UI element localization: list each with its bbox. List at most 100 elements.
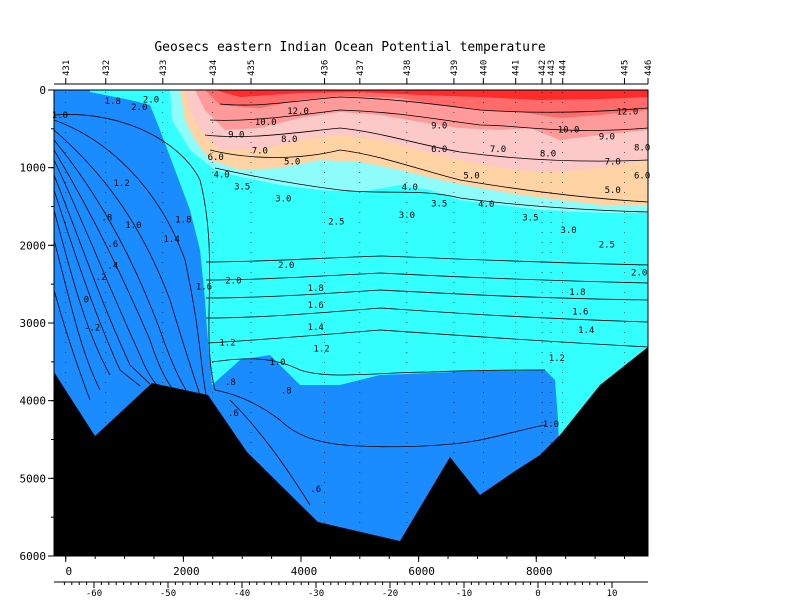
contour-line [214, 389, 546, 448]
x-tick-label: 4000 [291, 565, 318, 578]
station-label: 443 [547, 60, 557, 76]
contour-label: .6 [107, 240, 118, 250]
contour-label: -.2 [84, 324, 100, 334]
contour-label: 12.0 [287, 107, 309, 117]
contour-line [204, 127, 648, 162]
contour-label: 1.8 [175, 216, 191, 226]
contour-label: 1.2 [114, 179, 130, 189]
contour-line [54, 174, 151, 385]
station-label: 432 [102, 60, 112, 76]
contour-line [209, 149, 648, 203]
latitude-tick-label: -60 [86, 589, 102, 599]
y-tick-label: 4000 [20, 395, 47, 408]
y-tick-label: 3000 [20, 317, 47, 330]
contour-line [54, 149, 173, 389]
contour-label: 3.0 [560, 226, 576, 236]
contour-label: 1.6 [196, 282, 212, 292]
contour-label: .8 [281, 387, 292, 397]
contour-label: 5.0 [463, 171, 479, 181]
contour-line [54, 139, 187, 391]
contour-label: 2.0 [143, 95, 159, 105]
station-label: 436 [321, 60, 331, 76]
contour-label: .6 [228, 409, 239, 419]
x-tick-label: 2000 [173, 565, 200, 578]
contour-label: 1.4 [578, 326, 594, 336]
contour-line [54, 239, 101, 391]
latitude-tick-label: 10 [607, 589, 618, 599]
contour-label: 1.0 [269, 358, 285, 368]
contour-label: .4 [107, 262, 118, 272]
contour-label: 10.0 [558, 126, 580, 136]
contour-label: 6.0 [431, 145, 447, 155]
chart-title: Geosecs eastern Indian Ocean Potential t… [154, 40, 546, 55]
contour-label: .8 [225, 378, 236, 388]
contour-label: 1.2 [313, 345, 329, 355]
x-tick-label: 8000 [526, 565, 553, 578]
contour-label: 1.8 [569, 288, 585, 298]
contour-lines [54, 96, 648, 506]
contour-label: 2.0 [278, 261, 294, 271]
contour-label: 0 [84, 296, 89, 306]
station-label: 442 [538, 60, 548, 76]
contour-label: 1.4 [308, 323, 324, 333]
contour-line [214, 167, 648, 213]
contour-label: 6.0 [634, 171, 650, 181]
contour-line [54, 159, 159, 387]
contour-label: 1.8 [308, 284, 324, 294]
contour-label: 3.0 [275, 195, 291, 205]
x-tick-label: 0 [65, 565, 72, 578]
contour-label: 3.0 [399, 211, 415, 221]
contour-line [54, 129, 201, 396]
contour-line [54, 209, 111, 376]
contour-label: 6.0 [208, 153, 224, 163]
band-red [215, 90, 648, 100]
contour-label: 9.0 [599, 133, 615, 143]
contour-label: 1.2 [549, 354, 565, 364]
contour-label: 7.0 [490, 145, 506, 155]
contour-label: 3.5 [234, 182, 250, 192]
contour-label: 5.0 [284, 157, 300, 167]
contour-label: 1.8 [105, 97, 121, 107]
contour-line [209, 109, 648, 131]
contour-label: 5.0 [605, 186, 621, 196]
contour-label: 1.2 [219, 338, 235, 348]
contour-label: 2.0 [631, 269, 647, 279]
contour-label: .8 [102, 213, 113, 223]
color-bands [54, 90, 648, 556]
contour-label: 4.0 [213, 171, 229, 181]
station-label: 435 [247, 60, 257, 76]
contour-label: 2.0 [225, 276, 241, 286]
station-label: 438 [403, 60, 413, 76]
station-label: 439 [450, 60, 460, 76]
contour-label: 7.0 [605, 157, 621, 167]
latitude-tick-label: -30 [308, 589, 324, 599]
station-label: 433 [159, 60, 169, 76]
y-tick-label: 1000 [20, 162, 47, 175]
y-tick-label: 2000 [20, 239, 47, 252]
seafloor-topography [54, 347, 648, 556]
contour-label: 1.0 [543, 420, 559, 430]
contour-label: 4.0 [402, 183, 418, 193]
contour-line [219, 96, 648, 113]
contour-label: 8.0 [634, 143, 650, 153]
contour-line [205, 289, 648, 301]
station-label: 434 [209, 60, 219, 76]
contour-label: 3.5 [522, 213, 538, 223]
contour-label: 1.0 [52, 111, 68, 121]
station-label: 445 [620, 60, 630, 76]
contour-line [229, 399, 311, 506]
latitude-tick-label: -50 [160, 589, 176, 599]
station-label: 441 [512, 60, 522, 76]
x-tick-label: 6000 [408, 565, 435, 578]
contour-line [205, 272, 648, 284]
latitude-tick-label: -40 [234, 589, 250, 599]
contour-label: 9.0 [228, 130, 244, 140]
contour-label: 1.0 [125, 221, 141, 231]
y-tick-label: 6000 [20, 550, 47, 563]
contour-label: 8.0 [540, 150, 556, 160]
contour-label: .2 [96, 273, 107, 283]
station-label: 437 [356, 60, 366, 76]
contour-label: 9.0 [431, 122, 447, 132]
